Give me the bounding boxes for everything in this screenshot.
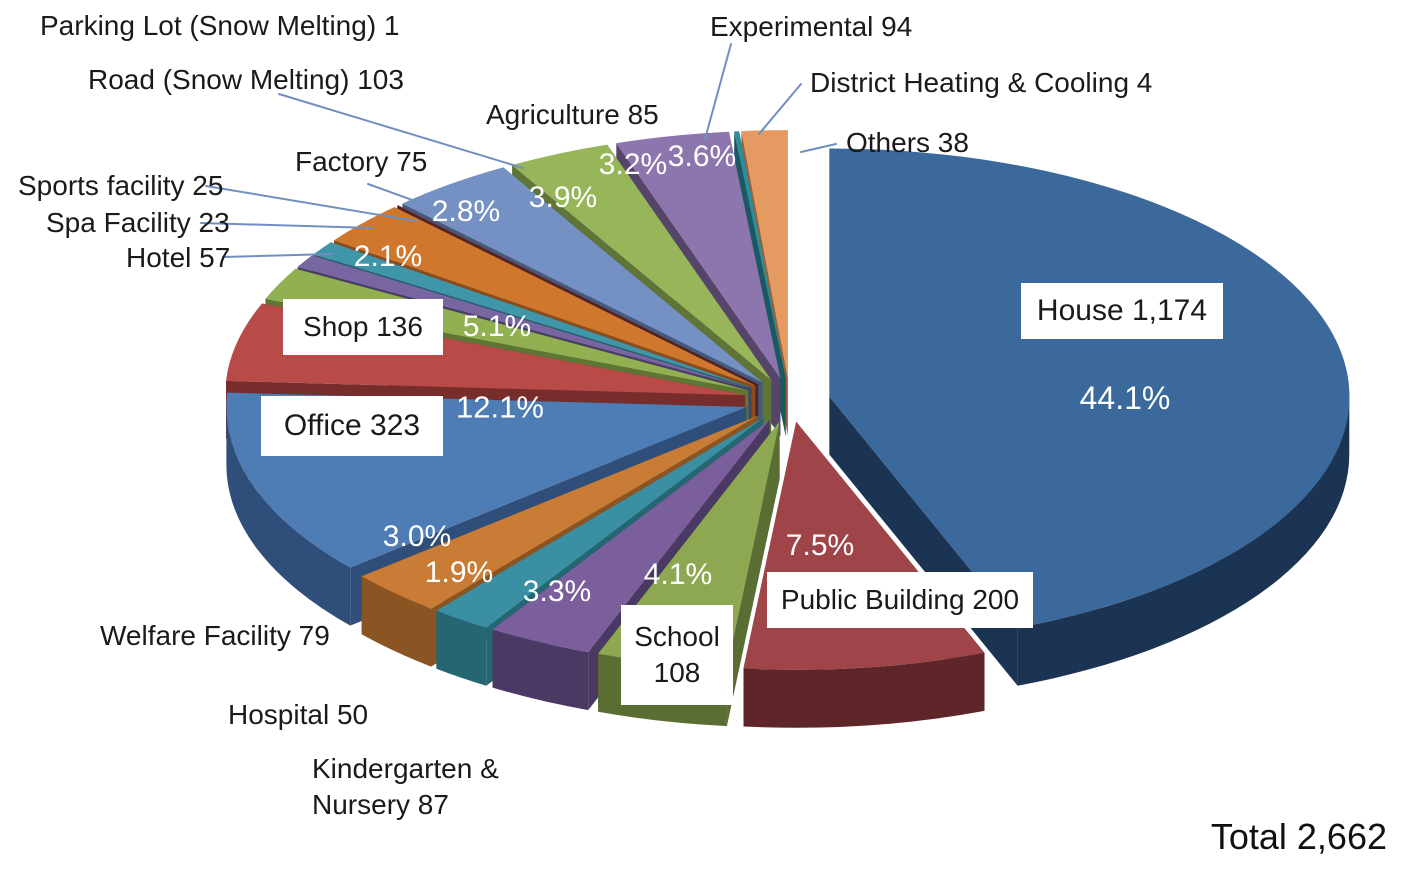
pct-label-school: 4.1% (643, 558, 713, 591)
leader-lines-layer (200, 43, 837, 258)
label-public-building: Public Building 200 (767, 572, 1033, 628)
label-others: Others 38 (846, 127, 969, 158)
pie-slice-agriculture (512, 144, 772, 380)
label-factory: Factory 75 (295, 146, 428, 177)
pie-slice-side-hospital (436, 417, 764, 669)
pie-slice-road-snow-melting (402, 167, 763, 383)
pie-slice-rim-kindergarten-nursery (492, 629, 589, 711)
pct-label-office: 12.1% (456, 389, 544, 425)
pie-slice-side-school (726, 421, 780, 727)
pct-label-experimental: 3.6% (667, 140, 737, 173)
pie-slice-others (741, 130, 788, 379)
label-agriculture: Agriculture 85 (486, 99, 659, 130)
pct-label-hospital: 1.9% (424, 556, 494, 589)
pct-label-road: 3.9% (528, 181, 598, 214)
pct-label-factory: 2.8% (431, 195, 501, 228)
leader-line-spa-facility (200, 222, 374, 229)
label-hotel: Hotel 57 (126, 242, 231, 273)
pct-label-house: 44.1% (1079, 380, 1171, 416)
label-hospital: Hospital 50 (228, 699, 369, 730)
pie-slice-kindergarten-nursery (492, 419, 770, 653)
pct-label-kindergarten: 3.3% (522, 575, 592, 608)
label-kindergarten-nursery: Kindergarten & Nursery 87 (312, 753, 499, 820)
pie-slice-hospital (436, 417, 764, 628)
pie-slice-rim-welfare-facility (361, 576, 431, 667)
label-road: Road (Snow Melting) 103 (88, 64, 404, 95)
pie-slice-house (829, 148, 1350, 628)
label-experimental: Experimental 94 (710, 11, 913, 42)
label-welfare-facility: Welfare Facility 79 (100, 620, 330, 651)
pie-slice-factory (334, 207, 756, 386)
pct-label-public-building: 7.5% (785, 529, 855, 562)
leader-line-district-heating (758, 83, 802, 135)
pie-slice-parking-lot-snow-melting (397, 205, 759, 385)
pct-label-welfare: 3.0% (382, 520, 452, 553)
pct-label-shop: 5.1% (462, 310, 532, 343)
label-office: Office 323 (261, 396, 443, 456)
label-sports-facility: Sports facility 25 (18, 170, 224, 201)
total-label: Total 2,662 (1210, 816, 1387, 857)
pct-label-agriculture: 3.2% (598, 148, 668, 181)
pie-slice-rim-hospital (436, 610, 487, 686)
pie-slice-district-heating-cooling (734, 131, 786, 379)
leader-line-factory (367, 183, 438, 210)
pie-slice-rim-house (1017, 396, 1350, 686)
label-parking-lot: Parking Lot (Snow Melting) 1 (40, 10, 400, 41)
label-spa-facility: Spa Facility 23 (46, 207, 230, 238)
pie-slice-spa-facility (297, 255, 751, 389)
pie-slice-experimental (616, 131, 781, 379)
pie-slice-rim-office (226, 407, 351, 626)
label-district-heating: District Heating & Cooling 4 (810, 67, 1153, 98)
pie-slice-welfare-facility (361, 415, 758, 609)
leader-line-hotel (222, 253, 333, 258)
label-shop: Shop 136 (283, 299, 443, 355)
label-school: School 108 (621, 605, 733, 705)
pct-label-hotel: 2.1% (353, 240, 423, 273)
pie-slice-rim-public-building (743, 652, 985, 728)
pie-slice-sports-facility (313, 242, 752, 388)
leader-line-experimental (704, 43, 732, 140)
leader-line-others (800, 143, 837, 153)
leader-line-sports-facility (205, 185, 417, 222)
leader-line-road (278, 93, 524, 169)
label-house: House 1,174 (1021, 283, 1223, 339)
